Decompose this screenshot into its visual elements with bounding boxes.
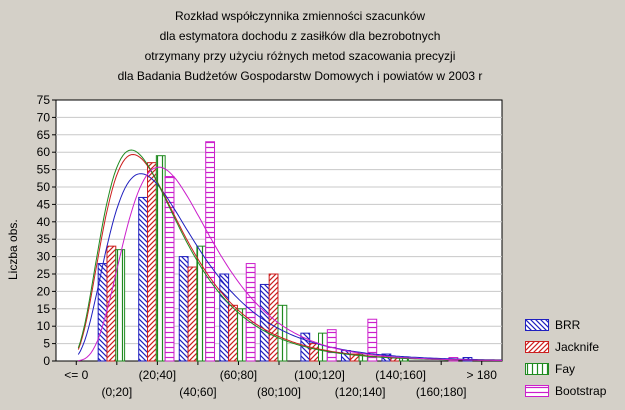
legend-swatch (525, 319, 549, 331)
curve-bootstrap (78, 166, 503, 362)
bar-jacknife (187, 266, 198, 362)
title-line-4: dla Badania Budżetów Gospodarstw Domowyc… (117, 69, 483, 83)
bar-jacknife (309, 343, 320, 362)
bar-brr (178, 256, 189, 362)
y-axis-label: Liczba obs. (6, 219, 20, 280)
x-axis: <= 0 (0;20] (20;40](40;60] (60;80](80;100] (… (64, 361, 497, 399)
bar-jacknife (268, 273, 279, 362)
bar-brr (138, 196, 149, 362)
bars (97, 141, 473, 362)
x-tick-label: (20;40] (139, 368, 176, 382)
y-tick-label: 20 (37, 284, 51, 298)
x-tick-label: (140;160] (375, 368, 426, 382)
x-tick-label: (40;60] (179, 385, 216, 399)
y-tick-label: 0 (43, 354, 50, 368)
bar-jacknife (228, 304, 238, 362)
y-tick-label: 65 (37, 128, 51, 142)
legend: BRR Jacknife Fay Bootstrap (525, 314, 606, 402)
chart-title: Rozkład współczynnika zmienności szacunk… (0, 6, 600, 86)
bar-brr (340, 350, 351, 362)
bar-jacknife (147, 162, 157, 362)
bar-bootstrap (245, 263, 256, 362)
bar-fay (318, 332, 328, 362)
x-tick-label: (120;140] (335, 385, 386, 399)
y-tick-label: 30 (37, 250, 51, 264)
bar-fay (277, 304, 288, 362)
legend-swatch (525, 341, 549, 353)
y-tick-label: 60 (37, 145, 51, 159)
bar-bootstrap (367, 318, 378, 362)
x-tick-label: (0;20] (101, 385, 132, 399)
x-tick-label: (160;180] (416, 385, 467, 399)
y-tick-label: 70 (37, 110, 51, 124)
curve-brr (77, 173, 503, 361)
bar-fay (115, 249, 126, 362)
bar-fay (236, 308, 247, 362)
legend-item-bootstrap: Bootstrap (525, 380, 606, 402)
legend-swatch (525, 385, 549, 397)
bar-fay (155, 155, 166, 362)
x-tick-label: (60;80] (220, 368, 257, 382)
y-tick-label: 75 (37, 93, 51, 107)
y-tick-label: 10 (37, 319, 51, 333)
bar-bootstrap (164, 176, 175, 362)
legend-item-fay: Fay (525, 358, 606, 380)
fitted-curves (77, 149, 503, 362)
y-tick-label: 5 (43, 337, 50, 351)
title-line-1: Rozkład współczynnika zmienności szacunk… (174, 9, 426, 23)
legend-item-brr: BRR (525, 314, 606, 336)
legend-swatch (525, 363, 549, 375)
legend-label: Bootstrap (555, 384, 607, 398)
x-tick-label: <= 0 (64, 368, 88, 382)
y-tick-label: 25 (37, 267, 51, 281)
bar-bootstrap (326, 329, 337, 362)
bar-bootstrap (205, 141, 216, 362)
y-tick-label: 35 (37, 232, 51, 246)
title-line-2: dla estymatora dochodu z zasiłków dla be… (159, 29, 441, 43)
x-tick-label: (80;100] (257, 385, 301, 399)
y-tick-label: 40 (37, 215, 51, 229)
legend-label: BRR (555, 318, 581, 332)
y-tick-label: 15 (37, 302, 51, 316)
legend-label: Fay (555, 362, 576, 376)
legend-item-jacknife: Jacknife (525, 336, 606, 358)
y-axis: 0 5 10 15 20 25 30 35 40 45 50 55 60 65 70 75 (37, 93, 56, 368)
legend-label: Jacknife (555, 340, 600, 354)
x-tick-label: > 180 (467, 368, 498, 382)
y-tick-label: 55 (37, 163, 51, 177)
title-line-3: otrzymany przy użyciu różnych metod szac… (144, 49, 456, 63)
y-tick-label: 50 (37, 180, 51, 194)
y-tick-label: 45 (37, 197, 51, 211)
x-tick-label: (100;120] (294, 368, 345, 382)
